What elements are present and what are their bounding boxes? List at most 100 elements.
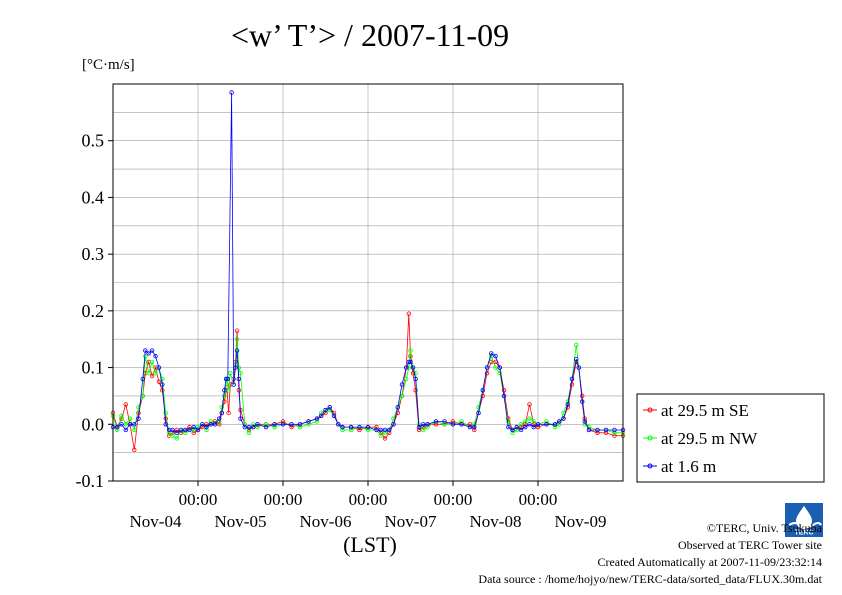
data-point	[327, 405, 332, 410]
data-point	[123, 427, 128, 433]
data-point	[476, 405, 481, 410]
y-ticks: -0.1 0.0 0.1 0.2 0.3 0.4 0.5	[76, 131, 113, 491]
data-point	[497, 365, 502, 370]
data-point	[132, 422, 137, 427]
data-point	[586, 427, 592, 433]
data-point	[153, 354, 158, 359]
data-point	[365, 424, 371, 430]
y-tick-label: 0.3	[82, 244, 105, 264]
data-point	[467, 422, 473, 427]
data-point	[552, 424, 558, 430]
data-point	[255, 424, 260, 430]
data-point	[527, 402, 532, 407]
data-point	[187, 427, 192, 433]
data-point	[442, 419, 447, 424]
data-point	[612, 427, 617, 433]
data-point	[450, 419, 456, 424]
data-point	[204, 422, 209, 427]
data-point	[527, 422, 532, 427]
data-point	[484, 371, 490, 376]
footer-observed: Observed at TERC Tower site	[677, 538, 822, 552]
data-point	[263, 422, 269, 427]
data-point	[187, 424, 192, 430]
data-point	[132, 447, 137, 453]
data-point	[340, 427, 345, 433]
data-point	[382, 430, 388, 435]
data-point	[229, 90, 234, 95]
data-point	[314, 419, 320, 424]
data-point	[255, 422, 260, 427]
data-point	[132, 427, 137, 433]
data-point	[204, 427, 209, 433]
x-day-label: Nov-05	[215, 512, 267, 531]
data-point	[557, 422, 562, 427]
data-point	[387, 430, 392, 435]
data-point	[561, 416, 566, 421]
data-point	[348, 424, 354, 430]
data-point	[204, 424, 209, 430]
data-point	[387, 427, 392, 433]
data-point	[357, 424, 362, 430]
data-point	[523, 419, 528, 424]
data-point	[156, 379, 162, 384]
data-point	[219, 405, 224, 410]
data-point	[395, 405, 400, 410]
data-point	[163, 422, 168, 427]
data-point	[246, 424, 252, 430]
x-day-label: Nov-06	[300, 512, 352, 531]
data-point	[331, 413, 337, 418]
data-point	[510, 430, 515, 435]
data-point	[399, 382, 405, 387]
data-point	[382, 427, 388, 433]
data-point	[501, 393, 507, 399]
data-point	[191, 424, 196, 430]
data-point	[225, 376, 230, 382]
data-point	[251, 422, 256, 427]
data-point	[374, 424, 379, 430]
data-point	[348, 427, 354, 433]
data-point	[136, 405, 141, 410]
data-point	[410, 365, 416, 370]
data-point	[472, 424, 477, 430]
data-point	[166, 430, 172, 435]
data-point	[149, 348, 155, 353]
x-day-label: Nov-04	[130, 512, 182, 531]
data-point	[146, 351, 151, 356]
legend-marker	[647, 435, 653, 441]
data-point	[140, 376, 145, 382]
data-point	[297, 422, 303, 427]
y-tick-label: 0.2	[82, 301, 105, 321]
data-point	[174, 436, 179, 441]
data-point	[195, 427, 201, 433]
data-point	[217, 422, 222, 427]
data-point	[340, 424, 345, 430]
footer-source: Data source : /home/hojyo/new/TERC-data/…	[478, 572, 822, 586]
data-point	[404, 365, 409, 370]
data-point	[612, 433, 617, 438]
y-tick-label: -0.1	[76, 471, 105, 491]
legend: at 29.5 m SE at 29.5 m NW at 1.6 m	[636, 393, 825, 483]
data-point	[336, 422, 341, 427]
data-point	[480, 388, 485, 393]
data-point	[518, 427, 524, 433]
x-tick-label: 00:00	[179, 490, 218, 509]
data-point	[518, 422, 524, 427]
data-point	[374, 427, 379, 433]
data-point	[612, 430, 617, 435]
series-group	[110, 90, 626, 453]
data-point	[484, 365, 490, 370]
data-point	[163, 410, 168, 416]
data-point	[146, 371, 151, 376]
data-point	[234, 337, 240, 342]
data-point	[306, 422, 311, 427]
data-point	[149, 373, 155, 379]
data-point	[212, 422, 218, 427]
data-point	[489, 351, 494, 356]
data-point	[119, 422, 124, 427]
data-point	[433, 419, 439, 424]
data-point	[127, 422, 133, 427]
data-point	[251, 424, 256, 430]
x-tick-label: 00:00	[349, 490, 388, 509]
data-point	[576, 365, 581, 370]
